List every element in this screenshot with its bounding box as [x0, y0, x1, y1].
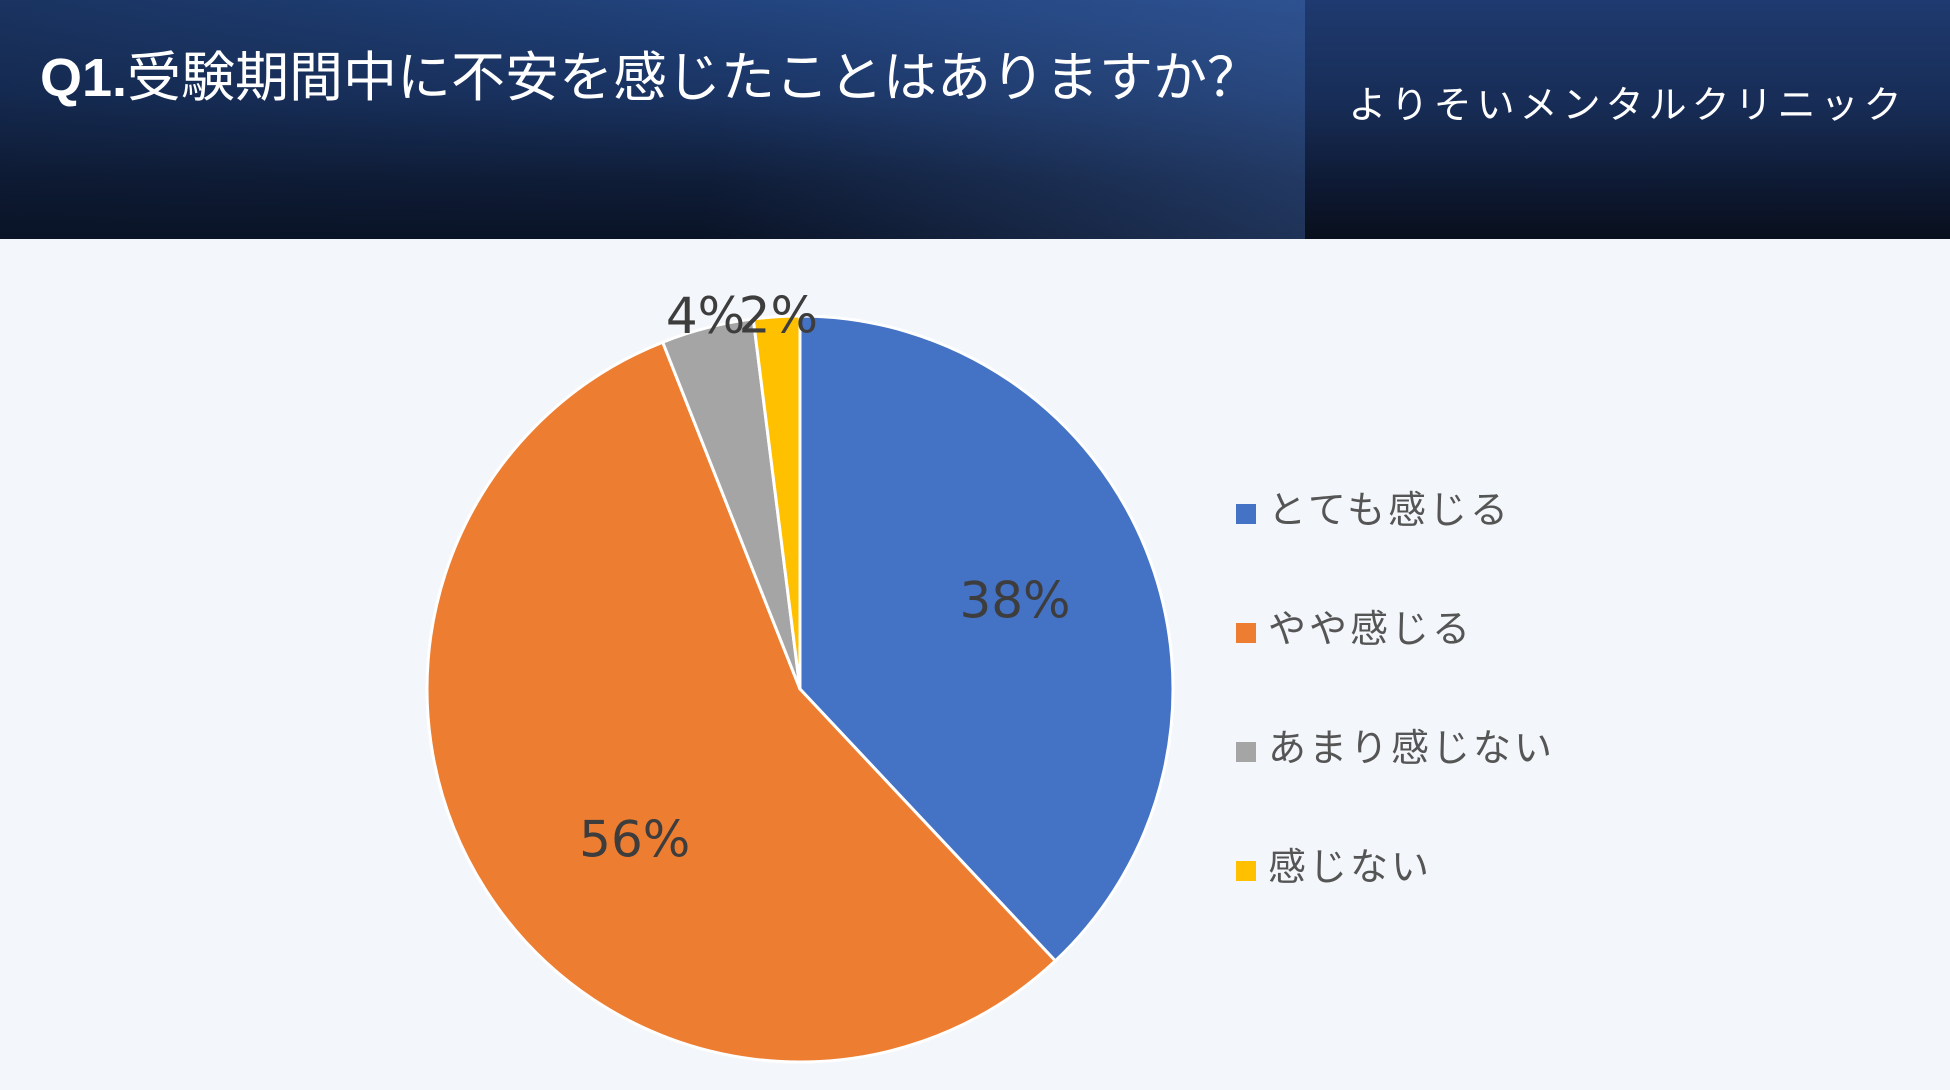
question-number: Q1. [40, 48, 128, 108]
pie-chart: 38% 56% 4%2% [425, 287, 1175, 1064]
pie-data-labels: 38% 56% 4%2% [579, 287, 1070, 869]
legend-item: あまり感じない [1236, 718, 1656, 837]
pie-slice-very [798, 314, 1175, 963]
legend-label: あまり感じない [1268, 726, 1556, 770]
pie-slice-somewhat [425, 340, 1057, 1064]
question-text: 受験期間中に不安を感じたことはありますか？ [127, 46, 1262, 109]
page-title: Q1.受験期間中に不安を感じたことはありますか？ [40, 46, 1270, 109]
legend-label: やや感じる [1268, 607, 1474, 651]
data-label-none: 2% [739, 287, 818, 345]
data-label-somewhat: 56% [579, 810, 690, 868]
legend-item: とても感じる [1236, 480, 1656, 599]
header-title-panel: Q1.受験期間中に不安を感じたことはありますか？ [0, 0, 1305, 239]
header-bar: Q1.受験期間中に不安を感じたことはありますか？ よりそいメンタルクリニック [0, 0, 1950, 239]
legend-swatch [1236, 861, 1256, 881]
legend-item: 感じない [1236, 837, 1656, 956]
header-clinic-panel [1305, 0, 1950, 239]
data-label-very: 38% [959, 571, 1070, 629]
legend-swatch [1236, 504, 1256, 524]
legend-swatch [1236, 623, 1256, 643]
legend-swatch [1236, 742, 1256, 762]
chart-legend: とても感じる やや感じる あまり感じない 感じない [1236, 480, 1656, 956]
legend-label: 感じない [1268, 845, 1433, 889]
legend-item: やや感じる [1236, 599, 1656, 718]
legend-label: とても感じる [1268, 488, 1511, 532]
data-label-not-much: 4% [666, 287, 745, 345]
clinic-name: よりそいメンタルクリニック [1348, 83, 1907, 127]
pie-slice-none [751, 314, 802, 691]
pie-slices [425, 314, 1175, 1064]
